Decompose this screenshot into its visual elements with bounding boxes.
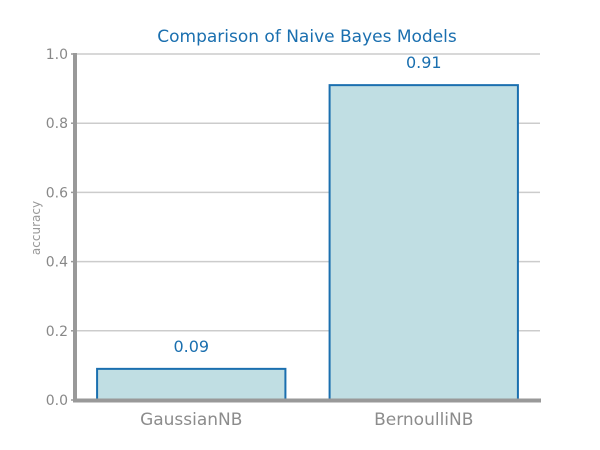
data-labels: 0.09 0.91 bbox=[173, 53, 441, 356]
y-tick-label: 0.4 bbox=[46, 255, 68, 271]
y-tick-label: 0.0 bbox=[46, 393, 68, 409]
y-tick-label: 0.8 bbox=[46, 116, 68, 132]
y-tick-label: 1.0 bbox=[46, 47, 68, 63]
bar-gaussiannb bbox=[96, 367, 287, 401]
x-tick-labels: GaussianNB BernoulliNB bbox=[140, 410, 473, 430]
x-tick-label: GaussianNB bbox=[140, 410, 242, 430]
y-tick-labels: 0.0 0.2 0.4 0.6 0.8 1.0 bbox=[46, 47, 75, 409]
x-tick-label: BernoulliNB bbox=[374, 410, 473, 430]
y-axis-label: accuracy bbox=[29, 201, 43, 255]
bar-bernoullinb bbox=[328, 84, 519, 401]
y-tick-label: 0.6 bbox=[46, 185, 68, 201]
bars bbox=[96, 84, 519, 401]
data-label: 0.09 bbox=[173, 337, 209, 356]
y-tick-label: 0.2 bbox=[46, 324, 68, 340]
data-label: 0.91 bbox=[406, 53, 442, 72]
chart-title: Comparison of Naive Bayes Models bbox=[157, 27, 457, 47]
